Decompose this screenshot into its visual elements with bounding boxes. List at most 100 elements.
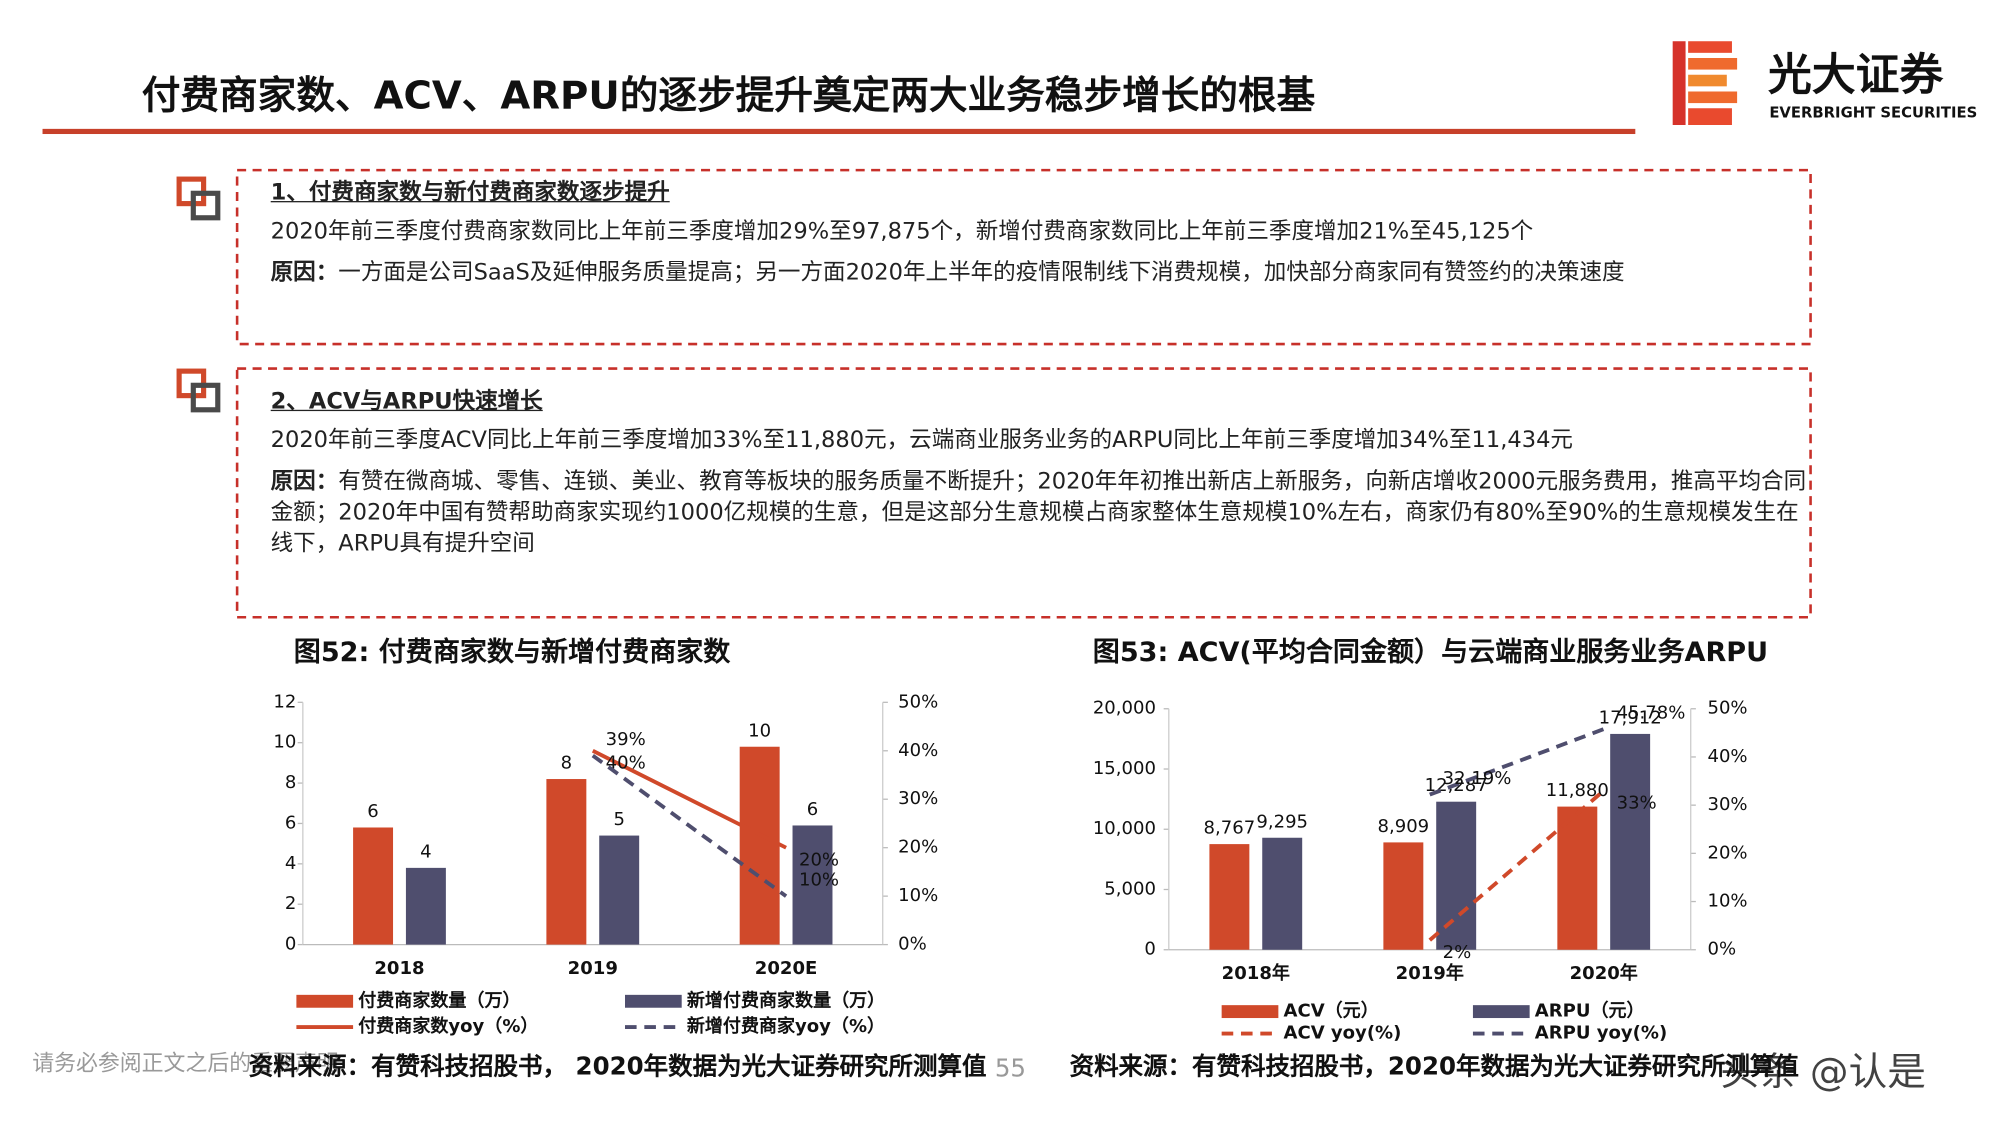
y-tick-label: 12 [273, 691, 296, 712]
bar [1209, 844, 1250, 950]
bar [1383, 842, 1424, 950]
section-text: 2020年前三季度ACV同比上年前三季度增加33%至11,880元，云端商业服务… [270, 427, 1573, 454]
legend-swatch [1472, 1005, 1530, 1019]
bar-value-label: 17,912 [1599, 707, 1662, 728]
line-value-label: 32.19% [1443, 768, 1512, 789]
line-value-label: 2% [1443, 942, 1472, 963]
reason-label: 原因： [270, 469, 339, 495]
legend-label: 付费商家数yoy（%） [358, 1015, 538, 1037]
y2-tick-label: 50% [1707, 698, 1747, 719]
y2-tick-label: 10% [898, 885, 938, 906]
y-tick-label: 10,000 [1093, 818, 1156, 839]
legend-swatch [625, 994, 682, 1008]
legend-label: 新增付费商家yoy（%） [687, 1015, 885, 1037]
line [591, 749, 787, 850]
y2-tick-label: 0% [1707, 939, 1736, 960]
y-tick-label: 4 [285, 853, 296, 874]
y-tick-label: 20,000 [1093, 698, 1156, 719]
bar [353, 827, 394, 945]
y2-tick-label: 40% [1707, 746, 1747, 767]
line-value-label: 10% [799, 870, 839, 891]
logo [1672, 41, 1738, 125]
section-box [235, 168, 1812, 346]
legend-label: ACV yoy(%) [1284, 1023, 1402, 1044]
y2-tick-label: 10% [1707, 891, 1747, 912]
bar [739, 746, 780, 945]
y2-tick-label: 40% [898, 740, 938, 761]
y2-tick-label: 20% [898, 837, 938, 858]
y-tick-label: 2 [285, 893, 296, 914]
y-tick-label: 15,000 [1093, 758, 1156, 779]
chart-title: 图53: ACV(平均合同金额）与云端商业服务业务ARPU [1093, 636, 1768, 668]
section-icon [176, 176, 221, 221]
disclaimer: 请务必参阅正文之后的重要声明 [32, 1051, 338, 1076]
section: 2、ACV与ARPU快速增长 2020年前三季度ACV同比上年前三季度增加33%… [270, 389, 1807, 557]
x-tick-label: 2019 [568, 958, 618, 979]
line-value-label: 33% [1617, 793, 1657, 814]
bar [1262, 837, 1303, 950]
source-text: 资料来源：有赞科技招股书，2020年数据为光大证券研究所测算值 [1069, 1052, 1799, 1082]
section-heading: 1、付费商家数与新付费商家数逐步提升 [270, 180, 670, 207]
bar [1557, 806, 1598, 950]
x-tick-label: 2018年 [1222, 962, 1290, 984]
y-tick-label: 10 [273, 732, 296, 753]
section: 1、付费商家数与新付费商家数逐步提升 2020年前三季度付费商家数同比上年前三季… [270, 180, 1625, 287]
bar [792, 825, 833, 945]
page-number: 55 [995, 1054, 1026, 1083]
bar-value-label: 8 [561, 753, 572, 774]
bar [599, 835, 640, 945]
bar-value-label: 9,295 [1256, 811, 1308, 832]
chart-source: 资料来源：有赞科技招股书， 2020年数据为光大证券研究所测算值 [249, 1053, 987, 1081]
section-text: 2020年前三季度付费商家数同比上年前三季度增加29%至97,875个，新增付费… [270, 219, 1534, 245]
chart-source: 资料来源：有赞科技招股书，2020年数据为光大证券研究所测算值 [1069, 1052, 1799, 1082]
legend-label: ARPU yoy(%) [1535, 1023, 1667, 1044]
logo-subtext: EVERBRIGHT SECURITIES [1769, 104, 1977, 121]
y2-tick-label: 0% [898, 934, 927, 955]
y-tick-label: 0 [285, 934, 296, 955]
section-heading: 2、ACV与ARPU快速增长 [270, 389, 543, 415]
legend-swatch [1221, 1005, 1279, 1019]
section-icon [176, 368, 221, 413]
reason-text: 有赞在微商城、零售、连锁、美业、教育等板块的服务质量不断提升；2020年年初推出… [270, 469, 1807, 557]
y2-tick-label: 50% [898, 691, 938, 712]
bar [546, 779, 587, 945]
x-tick-label: 2020年 [1570, 962, 1638, 984]
y-tick-label: 6 [285, 812, 296, 833]
bar-value-label: 5 [613, 809, 624, 830]
reason-label: 原因： [270, 260, 339, 287]
bar-value-label: 6 [367, 801, 378, 822]
y-tick-label: 5,000 [1104, 878, 1156, 899]
line-value-label: 40% [606, 753, 646, 774]
line [591, 754, 788, 898]
title: 付费商家数、ACV、ARPU的逐步提升奠定两大业务稳步增长的根基 [142, 73, 1316, 118]
bar [1610, 733, 1651, 950]
line-value-label: 45.78% [1617, 703, 1686, 724]
legend-swatch [296, 994, 354, 1008]
y2-tick-label: 30% [898, 788, 938, 809]
x-tick-label: 2020E [755, 958, 818, 979]
bar-value-label: 10 [748, 720, 771, 741]
legend-label: 付费商家数量（万） [358, 989, 520, 1011]
reason-text: 一方面是公司SaaS及延伸服务质量提高；另一方面2020年上半年的疫情限制线下消… [338, 260, 1625, 287]
legend-label: ARPU（元） [1535, 1001, 1645, 1022]
y2-tick-label: 30% [1707, 794, 1747, 815]
legend-label: 新增付费商家数量（万） [687, 989, 885, 1011]
line-value-label: 20% [799, 850, 839, 871]
legend-label: ACV（元） [1284, 1001, 1379, 1022]
y-tick-label: 0 [1144, 939, 1155, 960]
title-rule [42, 128, 1636, 135]
bar-value-label: 6 [807, 799, 818, 820]
watermark: 头条 @认是 [1720, 1050, 1926, 1095]
bar [1436, 801, 1477, 950]
bar-value-label: 8,767 [1204, 818, 1256, 839]
x-tick-label: 2019年 [1396, 962, 1464, 984]
x-tick-label: 2018 [374, 958, 424, 979]
line [1429, 727, 1605, 797]
bar [405, 867, 446, 945]
bar-value-label: 11,880 [1546, 780, 1609, 801]
logo-text: 光大证券 [1768, 49, 1944, 100]
y-tick-label: 8 [285, 772, 296, 793]
y2-tick-label: 20% [1707, 842, 1747, 863]
